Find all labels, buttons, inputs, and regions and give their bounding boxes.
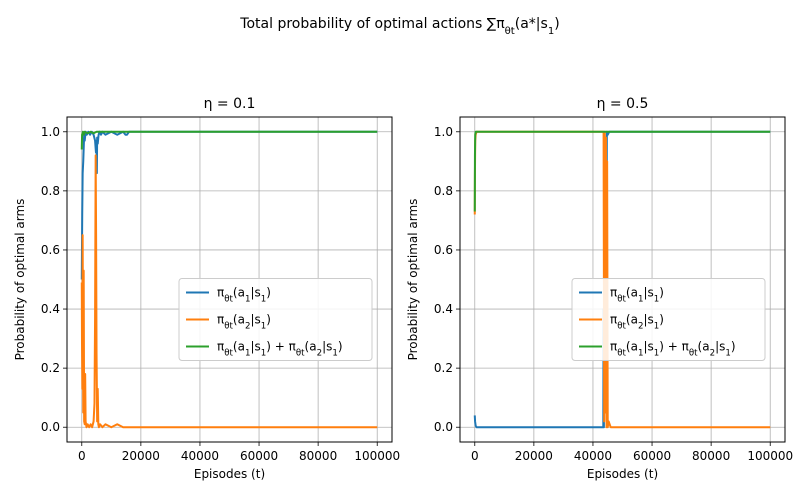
subplot-eta-0-5: 0 20000 40000 60000 80000 100000 0.0 0.2 0.4 0.6 0…: [406, 96, 793, 481]
y-tick-label: 0.6: [434, 243, 453, 257]
subplot-title: η = 0.1: [204, 96, 256, 112]
y-tick-label: 1.0: [41, 125, 60, 139]
series-line-3: [473, 130, 771, 212]
series-line-1: [80, 130, 378, 280]
y-tick-label: 0.4: [434, 302, 453, 316]
x-tick-label: 60000: [633, 449, 671, 463]
subplot-title: η = 0.5: [597, 96, 649, 112]
x-axis-label: Episodes (t): [587, 467, 658, 481]
legend-box: [571, 278, 766, 361]
y-tick-label: 0.2: [434, 361, 453, 375]
figure-suptitle: Total probability of optimal actions ∑πθ…: [239, 16, 559, 37]
x-tick-label: 40000: [574, 449, 612, 463]
y-tick-label: 0.8: [41, 184, 60, 198]
legend: πθt(a1|s1) πθt(a2|s1) πθt(a1|s1) + πθt(a2|…: [571, 278, 766, 361]
x-tick-label: 100000: [354, 449, 400, 463]
y-tick-label: 0.6: [41, 243, 60, 257]
subplot-eta-0-1: 0 20000 40000 60000 80000 100000 0.0 0.2 0.4 0.6 0…: [13, 96, 400, 481]
suptitle-text: Total probability of optimal actions ∑πθ…: [239, 16, 559, 37]
y-tick-label: 0.0: [434, 420, 453, 434]
legend-label: πθt(a1|s1) + πθt(a2|s1): [217, 340, 343, 359]
x-axis-label: Episodes (t): [194, 467, 265, 481]
legend-label: πθt(a1|s1) + πθt(a2|s1): [610, 340, 736, 359]
x-tick-label: 80000: [299, 449, 337, 463]
axes-frame: [66, 116, 393, 443]
y-axis-label: Probability of optimal arms: [406, 199, 420, 361]
x-tick-label: 0: [471, 449, 479, 463]
x-tick-label: 20000: [515, 449, 553, 463]
x-tick-label: 20000: [122, 449, 160, 463]
series-line-2: [80, 154, 378, 429]
y-tick-label: 0.0: [41, 420, 60, 434]
x-tick-label: 100000: [747, 449, 793, 463]
x-tick-label: 60000: [240, 449, 278, 463]
legend-label: πθt(a2|s1): [610, 313, 664, 332]
y-axis-label: Probability of optimal arms: [13, 199, 27, 361]
axes-frame: [459, 116, 786, 443]
y-tick-label: 1.0: [434, 125, 453, 139]
series-line-3: [80, 130, 378, 150]
legend: πθt(a1|s1) πθt(a2|s1) πθt(a1|s1) + πθt(a2|…: [178, 278, 373, 361]
legend-label: πθt(a2|s1): [217, 313, 271, 332]
y-tick-label: 0.2: [41, 361, 60, 375]
legend-label: πθt(a1|s1): [217, 286, 271, 305]
x-tick-label: 40000: [181, 449, 219, 463]
y-tick-label: 0.4: [41, 302, 60, 316]
legend-box: [178, 278, 373, 361]
legend-label: πθt(a1|s1): [610, 286, 664, 305]
x-tick-label: 0: [78, 449, 86, 463]
x-tick-label: 80000: [692, 449, 730, 463]
y-tick-label: 0.8: [434, 184, 453, 198]
